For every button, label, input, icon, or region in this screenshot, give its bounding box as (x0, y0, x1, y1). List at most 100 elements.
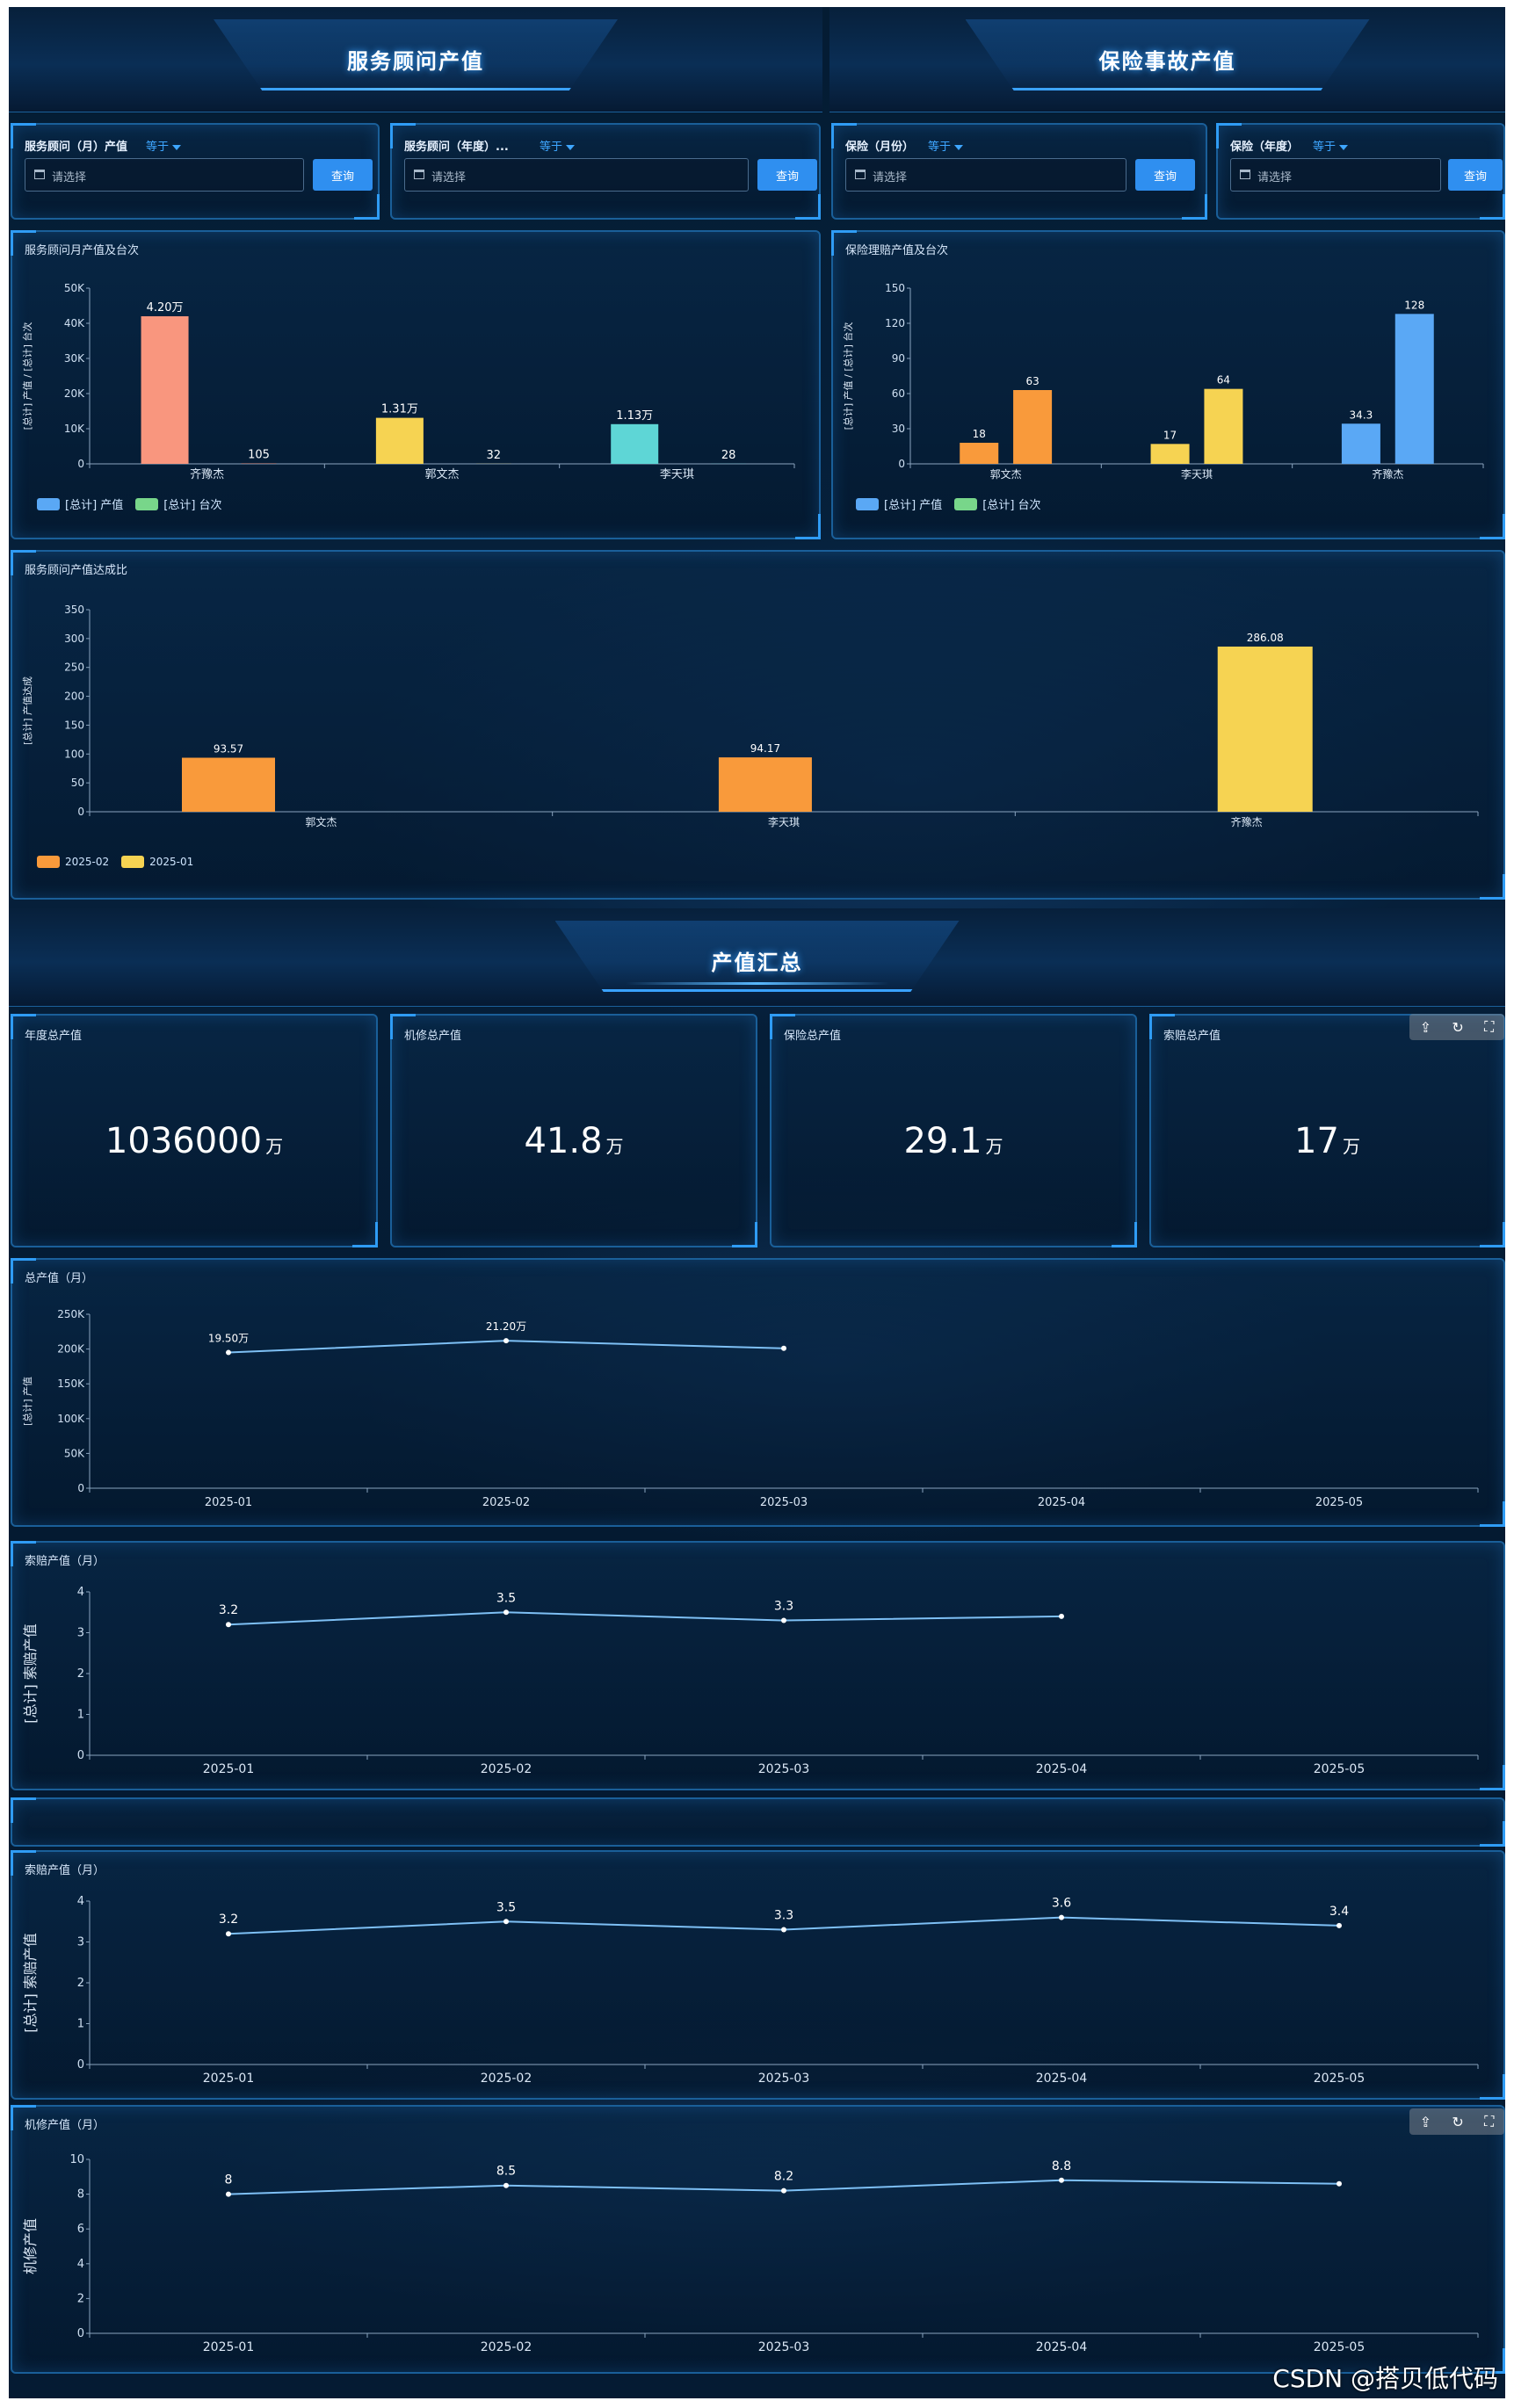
filter-label: 保险（年度） (1230, 141, 1300, 154)
kpi-title: 年度总产值 (25, 1030, 83, 1043)
legend-item[interactable]: [总计] 产值 (856, 495, 942, 512)
data-point (781, 1345, 786, 1351)
y-tick-label: 250K (57, 1308, 85, 1320)
calendar-icon (34, 170, 45, 179)
y-tick-label: 150 (885, 282, 905, 294)
y-tick-label: 200K (57, 1343, 85, 1356)
data-label: 21.20万 (486, 1320, 526, 1333)
refresh-icon[interactable]: ↻ (1452, 1018, 1464, 1036)
total-monthly-chart: 0 50K 100K 150K 200K 250K [总计] 产值 2025-01 2025-0… (21, 1308, 1479, 1509)
data-point (1059, 1914, 1064, 1920)
filter-select[interactable]: 请选择 (404, 158, 749, 192)
kpi-value: 29.1 (903, 1121, 982, 1161)
panel-title: 索赔产值（月） (25, 1864, 105, 1877)
series-line (228, 1611, 1062, 1626)
x-tick-label: 李天琪 (768, 815, 800, 828)
calendar-icon (1240, 170, 1250, 179)
filter-panel-1: 服务顾问（月）产值 等于 请选择 查询 (11, 123, 380, 220)
data-label: 34.3 (1350, 409, 1373, 421)
bar (960, 443, 999, 464)
y-tick-label: 20K (64, 387, 85, 400)
fullscreen-icon[interactable]: ⛶ (1484, 1018, 1495, 1035)
banner-insurance: 保险事故产值 (829, 7, 1505, 112)
bar (1013, 390, 1053, 464)
export-icon[interactable]: ⇪ (1419, 2113, 1432, 2130)
data-label: 8.5 (496, 2165, 516, 2179)
filter-label: 保险（月份） (845, 141, 915, 154)
y-tick-label: 4 (77, 1586, 84, 1599)
y-tick-label: 0 (77, 806, 84, 818)
legend-item[interactable]: 2025-01 (121, 856, 193, 868)
legend-item[interactable]: [总计] 台次 (135, 495, 222, 512)
data-point (503, 1919, 509, 1925)
x-tick-label: 2025-02 (481, 1762, 532, 1776)
y-tick-label: 200 (64, 691, 84, 703)
legend-item[interactable]: [总计] 产值 (37, 495, 123, 512)
query-button[interactable]: 查询 (757, 159, 817, 191)
filter-select[interactable]: 请选择 (25, 158, 304, 192)
legend-swatch (121, 856, 145, 868)
export-icon[interactable]: ⇪ (1419, 1018, 1432, 1036)
fullscreen-icon[interactable]: ⛶ (1484, 2113, 1495, 2130)
legend-label: [总计] 产值 (884, 499, 943, 512)
filter-operator-dropdown[interactable]: 等于 (540, 137, 575, 154)
bar (1394, 314, 1434, 464)
y-tick-label: 0 (77, 458, 84, 470)
claim-monthly-chart: 0 1 2 3 4 [总计] 索赔产值 2025-01 2025-02 2025-03 2025-… (22, 1895, 1479, 2086)
filter-select[interactable]: 请选择 (1230, 158, 1441, 192)
data-point (503, 2182, 509, 2188)
x-tick-label: 2025-05 (1314, 2072, 1365, 2086)
data-point (226, 2191, 231, 2197)
x-tick-label: 李天琪 (1181, 467, 1213, 481)
data-label: 93.57 (214, 743, 243, 756)
data-label: 19.50万 (208, 1333, 249, 1345)
chart-legend: [总计] 产值 [总计] 台次 (856, 495, 1041, 512)
panel-title: 服务顾问月产值及台次 (25, 244, 140, 257)
data-label: 128 (1404, 299, 1424, 311)
y-tick-label: 50K (64, 282, 85, 294)
x-tick-label: 2025-04 (1036, 1762, 1088, 1776)
y-tick-label: 1 (77, 1709, 84, 1722)
y-tick-label: 8 (77, 2188, 84, 2202)
x-tick-label: 齐豫杰 (190, 467, 224, 481)
kpi-value: 41.8 (524, 1121, 603, 1161)
filter-operator-dropdown[interactable]: 等于 (146, 137, 181, 154)
filter-operator-dropdown[interactable]: 等于 (928, 137, 963, 154)
watermark: CSDN @搭贝低代码 (1272, 2364, 1498, 2393)
chart-legend: [总计] 产值 [总计] 台次 (37, 495, 222, 512)
legend-label: [总计] 台次 (163, 499, 222, 512)
filter-operator-dropdown[interactable]: 等于 (1313, 137, 1348, 154)
data-label: 3.6 (1052, 1897, 1071, 1911)
data-label: 105 (248, 449, 270, 462)
query-button[interactable]: 查询 (1135, 159, 1195, 191)
data-point (226, 1931, 231, 1937)
x-tick-label: 2025-04 (1036, 2340, 1088, 2354)
panel-title: 索赔产值（月） (25, 1555, 105, 1568)
legend-item[interactable]: 2025-02 (37, 856, 109, 868)
banner-advisor: 服务顾问产值 (9, 7, 822, 112)
y-tick-label: 4 (77, 2258, 84, 2271)
data-point (1059, 2177, 1064, 2183)
legend-item[interactable]: [总计] 台次 (954, 495, 1041, 512)
filter-placeholder: 请选择 (431, 171, 467, 184)
y-tick-label: 150 (64, 719, 84, 731)
dashboard-canvas: 服务顾问产值 保险事故产值 服务顾问（月）产值 等于 请选择 查询 服务顾问（年… (9, 7, 1505, 2398)
chart-legend: 2025-02 2025-01 (37, 856, 193, 868)
x-tick-label: 2025-02 (482, 1496, 530, 1509)
refresh-icon[interactable]: ↻ (1452, 2113, 1464, 2130)
kpi-title: 保险总产值 (784, 1030, 842, 1043)
x-tick-label: 齐豫杰 (1231, 815, 1263, 828)
filter-select[interactable]: 请选择 (845, 158, 1126, 192)
data-point (1337, 2180, 1342, 2187)
banner-summary: 产值汇总 (9, 908, 1505, 1007)
legend-label: [总计] 产值 (65, 499, 124, 512)
query-button[interactable]: 查询 (313, 159, 373, 191)
y-tick-label: 3 (77, 1627, 84, 1640)
bar (182, 757, 275, 812)
y-axis-label: [总计] 产值 / [总计] 台次 (842, 322, 854, 430)
query-button[interactable]: 查询 (1448, 159, 1503, 191)
banner-summary-title: 产值汇总 (711, 951, 803, 975)
panel-repair-monthly: 机修产值（月） 0 2 4 6 8 10 机修产值 2025-01 2025-02 2025-03… (11, 2105, 1505, 2374)
x-tick-label: 郭文杰 (305, 815, 337, 828)
